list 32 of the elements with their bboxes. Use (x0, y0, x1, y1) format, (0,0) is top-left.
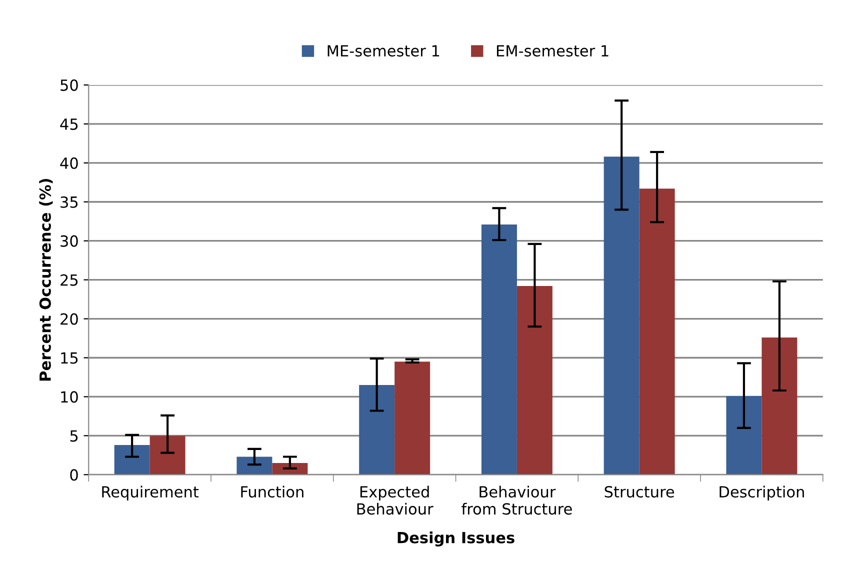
bar (359, 385, 395, 475)
x-tick-label: Function (241, 486, 304, 498)
bar (516, 286, 552, 475)
y-axis-title: Percent Occurrence (%) (39, 178, 53, 381)
x-tick-label: Behaviour from Structure (462, 486, 572, 515)
y-tick-label: 10 (61, 391, 78, 403)
x-tick-label: Expected Behaviour (357, 486, 434, 515)
y-tick-label: 25 (60, 274, 78, 286)
y-tick-label: 35 (60, 196, 78, 208)
y-tick-label: 15 (61, 352, 78, 364)
y-tick-label: 40 (60, 157, 78, 169)
bar (726, 396, 762, 475)
x-axis-title: Design Issues (398, 532, 514, 546)
legend-label: ME-semester 1 (328, 45, 440, 57)
bar (604, 156, 640, 475)
bar (114, 445, 150, 475)
bar (639, 188, 675, 475)
bar (236, 456, 272, 475)
y-tick-label: 20 (60, 313, 78, 325)
y-tick-label: 0 (70, 469, 78, 481)
y-tick-label: 50 (60, 79, 78, 91)
bar (481, 224, 517, 475)
bar (150, 436, 186, 475)
legend-label: EM-semester 1 (496, 45, 608, 57)
y-tick-label: 5 (70, 430, 78, 442)
x-tick-label: Requirement (102, 486, 199, 501)
y-tick-label: 30 (60, 235, 78, 247)
x-tick-label: Structure (604, 486, 674, 498)
bar (762, 337, 798, 475)
y-tick-label: 45 (60, 118, 78, 130)
bar (394, 362, 430, 475)
x-tick-label: Description (720, 486, 804, 501)
